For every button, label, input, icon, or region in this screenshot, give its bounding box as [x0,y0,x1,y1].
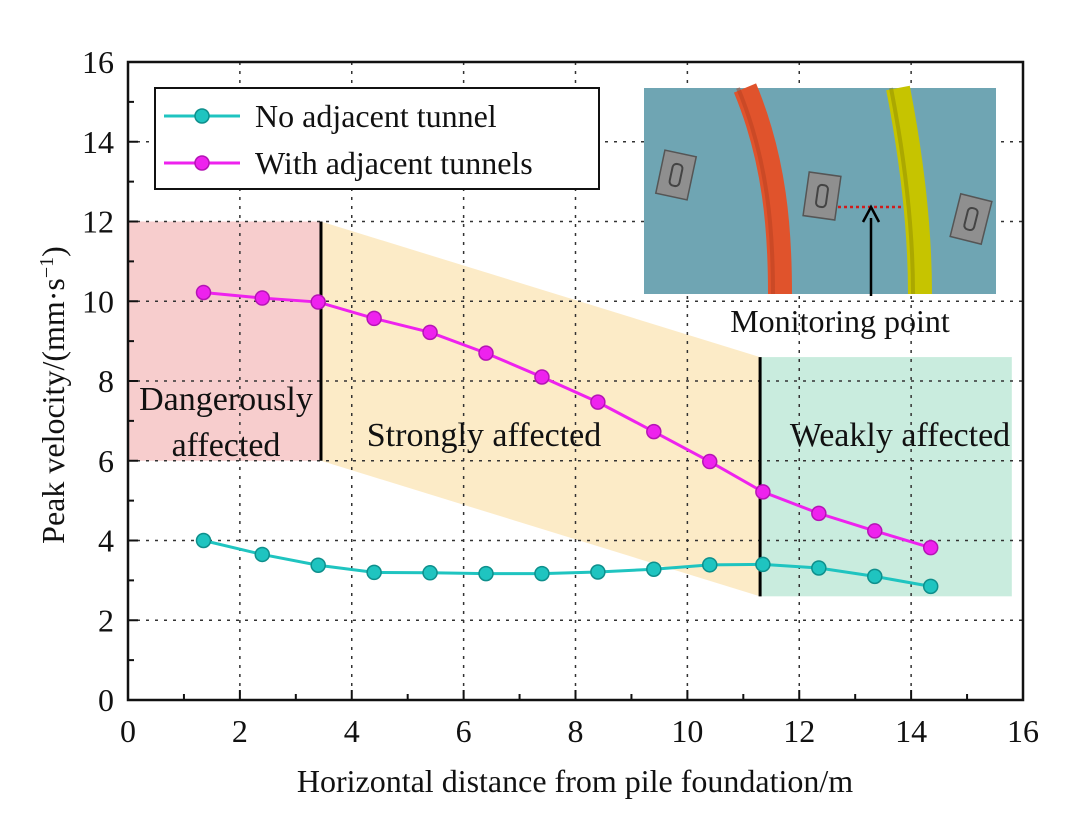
x-tick-label: 2 [232,713,248,749]
left-tunnel [733,83,792,295]
y-axis-label-sup: −1 [36,257,58,278]
tick-labels: 0 2 4 6 8 10 12 14 16 0 2 4 6 8 10 12 14 16 [82,44,1039,749]
zone-label-dangerously-line2: affected [172,427,281,464]
legend-label-no-tunnel: No adjacent tunnel [255,98,497,134]
y-axis-label-main: Peak velocity/(mm·s [35,278,71,544]
left-tunnel-shade [736,87,775,295]
data-point-no-tunnel [755,556,771,573]
legend: No adjacent tunnel With adjacent tunnels [154,87,600,190]
data-point-with-tunnels [922,539,939,556]
data-point-no-tunnel [422,565,438,581]
zone-label-dangerously-line1: Dangerously [139,381,313,418]
x-tick-label: 16 [1007,713,1039,749]
zone-weakly [760,357,1012,597]
data-point-with-tunnels [811,505,827,522]
pile-icon [949,192,993,246]
data-point-no-tunnel [534,565,550,582]
x-tick-label: 8 [568,713,584,749]
y-tick-label: 12 [82,204,114,240]
legend-box [154,87,600,190]
y-axis-label: Peak velocity/(mm·s−1) [35,246,71,544]
data-point-with-tunnels [755,484,771,500]
data-point-with-tunnels [867,523,883,539]
y-tick-label: 2 [98,602,114,638]
data-point-with-tunnels [534,369,550,385]
grid-lines [128,62,1023,700]
pile-icon [654,149,698,201]
data-point-with-tunnels [366,310,382,327]
x-tick-label: 6 [456,713,472,749]
axis-ticks [127,61,1024,701]
zone-labels: Dangerously affected Strongly affected W… [139,381,1010,464]
series-line-no-tunnel [203,539,931,588]
right-tunnel [886,85,932,295]
x-tick-label: 10 [671,713,703,749]
x-tick-label: 14 [895,713,927,749]
monitoring-arrow-head [861,204,881,223]
x-tick-label: 12 [783,713,815,749]
zone-dangerously [128,221,321,461]
data-point-no-tunnel [922,578,939,595]
data-point-with-tunnels [478,345,494,361]
data-point-no-tunnel [478,565,494,582]
zone-label-weakly: Weakly affected [790,417,1010,454]
data-point-with-tunnels [310,294,326,310]
y-tick-label: 4 [98,523,114,559]
zone-strongly [320,221,761,597]
x-axis-label: Horizontal distance from pile foundation… [297,763,853,799]
monitoring-point-label: Monitoring point [730,303,950,339]
data-point-with-tunnels [646,423,662,440]
y-tick-label: 0 [98,682,114,718]
inset-diagram: Monitoring point [644,83,996,339]
right-tunnel-shade [889,87,915,295]
data-point-with-tunnels [702,453,718,470]
y-tick-label: 8 [98,363,114,399]
data-point-no-tunnel [590,564,606,580]
data-point-no-tunnel [811,560,827,576]
data-point-no-tunnel [702,557,718,573]
x-tick-label: 0 [120,713,136,749]
data-point-no-tunnel [254,546,270,563]
legend-label-with-tunnels: With adjacent tunnels [255,145,533,181]
x-tick-label: 4 [344,713,360,749]
data-point-with-tunnels [254,290,270,306]
y-tick-label: 14 [82,124,114,160]
data-point-no-tunnel [867,568,883,585]
y-tick-label: 10 [82,283,114,319]
series-layer [195,284,939,595]
y-axis-label-close: ) [35,246,71,257]
data-point-no-tunnel [195,532,212,549]
data-point-with-tunnels [422,324,438,341]
legend-marker-no-tunnel [194,108,210,124]
y-tick-label: 16 [82,44,114,80]
data-point-with-tunnels [195,284,212,301]
y-tick-label: 6 [98,443,114,479]
data-point-with-tunnels [590,394,606,410]
data-point-no-tunnel [646,561,662,577]
pile-icon [802,171,842,221]
zone-label-strongly: Strongly affected [367,417,601,454]
affect-zones [128,221,1012,597]
data-point-no-tunnel [310,557,326,573]
legend-marker-with-tunnels [194,155,210,171]
series-line-with-tunnels [203,290,932,550]
data-point-no-tunnel [366,564,382,581]
zone-boundaries [319,221,762,597]
